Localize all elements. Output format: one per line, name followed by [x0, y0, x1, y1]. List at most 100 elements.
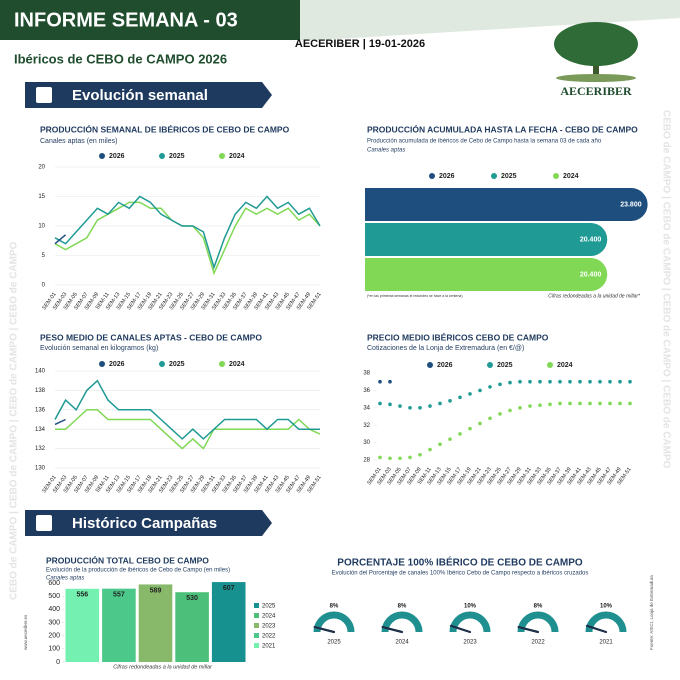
point: [478, 421, 482, 426]
website: www.aeceriber.es: [23, 614, 28, 650]
bar: [365, 223, 608, 256]
value-label: 8%: [398, 604, 407, 610]
y-tick-label: 300: [48, 619, 60, 626]
bar: [365, 188, 648, 221]
point: [428, 404, 432, 408]
y-tick-label: 10: [38, 224, 45, 230]
chart-title: PRODUCCIÓN TOTAL CEBO DE CAMPO: [46, 554, 209, 565]
bar: [138, 584, 173, 662]
report-subtitle: Ibéricos de CEBO de CAMPO 2026: [14, 51, 227, 66]
value-label: 10%: [600, 604, 613, 610]
legend-label: 2025: [501, 173, 517, 180]
point: [488, 416, 492, 421]
report-date: AECERIBER | 19-01-2026: [295, 38, 425, 50]
value-label: 589: [150, 587, 162, 594]
section-title: Histórico Campañas: [72, 515, 217, 532]
legend-label: 2025: [497, 362, 513, 369]
y-tick-label: 20: [38, 165, 45, 171]
point: [588, 401, 592, 406]
legend-label: 2024: [229, 361, 245, 368]
side-text: CEBO de CAMPO | CEBO de CAMPO | CEBO de …: [660, 110, 671, 469]
section-bar: [25, 510, 272, 536]
category-label: 2022: [531, 640, 545, 646]
legend-label: 2024: [557, 362, 573, 369]
y-tick-label: 500: [48, 593, 60, 600]
legend-label: 2021: [262, 644, 276, 650]
point: [378, 455, 382, 460]
series-line: [55, 409, 321, 450]
point: [608, 379, 612, 384]
gauge-arc: [449, 611, 491, 633]
category-label: 2023: [463, 640, 477, 646]
bar: [102, 588, 136, 662]
point: [398, 456, 402, 461]
legend-swatch: [254, 643, 259, 648]
category-label: 2024: [395, 640, 409, 646]
point: [438, 442, 442, 447]
y-tick-label: 130: [35, 466, 46, 472]
y-tick-label: 136: [35, 407, 46, 413]
point: [468, 426, 472, 431]
legend-label: 2026: [109, 153, 125, 160]
point: [458, 432, 462, 436]
point: [388, 456, 392, 461]
header-fade: [300, 0, 680, 40]
legend-label: 2026: [437, 362, 453, 369]
y-tick-label: 134: [35, 427, 46, 433]
section-icon: [36, 515, 52, 531]
point: [628, 379, 632, 384]
point: [558, 379, 562, 384]
point: [438, 401, 442, 406]
legend-label: 2024: [229, 153, 245, 160]
y-tick-label: 32: [363, 423, 370, 429]
header-band: [0, 0, 330, 40]
point: [378, 379, 382, 384]
category-label: 2021: [599, 640, 613, 646]
legend-label: 2024: [262, 614, 276, 620]
y-tick-label: 0: [56, 659, 60, 666]
chart-subtitle: Evolución del Porcentaje de canales 100%…: [332, 571, 589, 577]
chart-note: Canales aptas: [367, 148, 405, 154]
legend-label: 2026: [109, 361, 125, 368]
point: [518, 406, 522, 410]
gauge-needle: [585, 624, 608, 634]
point: [408, 406, 412, 410]
legend-swatch: [254, 633, 259, 638]
y-tick-label: 5: [42, 253, 46, 259]
legend-swatch: [427, 362, 433, 368]
y-tick-label: 132: [35, 446, 46, 452]
section-icon: [36, 87, 52, 103]
point: [498, 412, 502, 416]
legend-swatch: [219, 153, 225, 159]
gauge-needle: [313, 625, 336, 634]
tree-ground: [556, 74, 636, 82]
value-label: 20.400: [580, 236, 602, 243]
point: [448, 399, 452, 403]
legend-label: 2023: [262, 624, 276, 630]
legend-label: 2024: [563, 173, 579, 180]
chart-subtitle: Evolución de la producción de ibéricos d…: [46, 568, 230, 574]
gauge-arc: [585, 611, 627, 633]
legend-label: 2022: [262, 634, 276, 640]
gauge-needle: [517, 625, 540, 634]
chart-subtitle: Evolución semanal en kilogramos (kg): [40, 345, 158, 352]
chart-subtitle: Canales aptas (en miles): [40, 138, 117, 145]
point: [548, 379, 552, 384]
legend-swatch: [254, 603, 259, 608]
point: [488, 385, 492, 389]
point: [528, 404, 532, 408]
point: [408, 455, 412, 460]
y-tick-label: 140: [35, 369, 46, 375]
legend-label: 2026: [439, 173, 455, 180]
chart-title: PORCENTAJE 100% IBÉRICO DE CEBO DE CAMPO: [337, 556, 583, 569]
point: [538, 379, 542, 384]
source: Fuente: ASICI, Lonja de Extremadura: [649, 575, 654, 650]
point: [568, 401, 572, 406]
chart-title: PRECIO MEDIO IBÉRICOS CEBO DE CAMPO: [367, 332, 549, 342]
y-tick-label: 200: [48, 633, 60, 640]
point: [618, 401, 622, 406]
chart-title: PRODUCCIÓN ACUMULADA HASTA LA FECHA - CE…: [367, 123, 638, 134]
y-tick-label: 0: [42, 283, 46, 289]
